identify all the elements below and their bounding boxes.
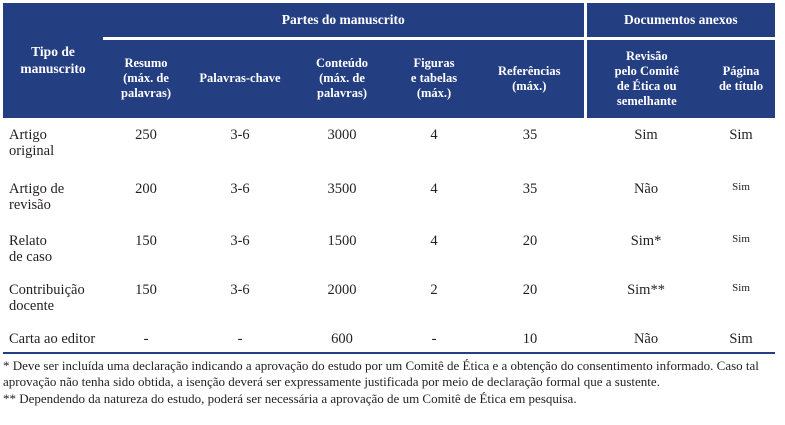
cell: 2000 xyxy=(327,282,357,298)
cell: 250 xyxy=(135,127,157,143)
column-header-revisao-comite-etica: Revisão pelo Comitê de Ética ou semelhan… xyxy=(583,38,708,118)
cell: - xyxy=(237,331,243,347)
group-header-row: Tipo de manuscrito Partes do manuscrito … xyxy=(3,3,776,118)
cell: 3000 xyxy=(327,127,357,143)
cell: 3-6 xyxy=(230,127,250,143)
row-label: Artigo original xyxy=(9,127,55,160)
cell: Sim* xyxy=(630,233,662,249)
table-row: Carta ao editor - - 600 - 10 Não Sim xyxy=(3,322,775,352)
cell: 3-6 xyxy=(230,282,250,298)
column-header-pagina-de-titulo: Página de título xyxy=(707,38,776,118)
column-header-referencias: Referências (máx.) xyxy=(475,38,586,118)
cell: 4 xyxy=(430,181,438,197)
row-label: Contribuição docente xyxy=(9,282,85,315)
cell: 35 xyxy=(522,127,538,143)
cell: Sim xyxy=(634,127,658,143)
footnotes: * Deve ser incluída uma declaração indic… xyxy=(3,352,775,407)
cell: 600 xyxy=(331,331,353,347)
cell: 10 xyxy=(522,331,538,347)
column-header-tipo-de-manuscrito: Tipo de manuscrito xyxy=(3,3,103,118)
row-label: Relato de caso xyxy=(9,233,53,266)
footnote-ethics-research: ** Dependendo da natureza do estudo, pod… xyxy=(3,390,577,406)
cell: 4 xyxy=(430,233,438,249)
row-label: Carta ao editor xyxy=(9,331,96,347)
cell: 3-6 xyxy=(230,233,250,249)
table-row: Contribuição docente 150 3-6 2000 2 20 Sim** Si… xyxy=(3,273,775,322)
cell: 2 xyxy=(430,282,438,298)
cell: Sim xyxy=(729,127,753,143)
cell: Sim xyxy=(729,331,753,347)
cell: 20 xyxy=(522,233,538,249)
cell: 3500 xyxy=(327,181,357,197)
cell: 4 xyxy=(430,127,438,143)
sub-header-row: Resumo (máx. de palavras) Palavras-chave… xyxy=(3,38,776,118)
cell: 20 xyxy=(522,282,538,298)
group-header-partes-do-manuscrito: Partes do manuscrito xyxy=(103,3,586,40)
table-header: Tipo de manuscrito Partes do manuscrito … xyxy=(3,3,776,118)
cell: 150 xyxy=(135,233,157,249)
footnote-ethics-declaration: * Deve ser incluída uma declaração indic… xyxy=(3,358,759,390)
cell: Não xyxy=(633,331,659,347)
cell: 150 xyxy=(135,282,157,298)
column-header-conteudo: Conteúdo (máx. de palavras) xyxy=(291,38,393,118)
table-row: Relato de caso 150 3-6 1500 4 20 Sim* Sim xyxy=(3,224,775,273)
row-label: Artigo de revisão xyxy=(9,181,65,214)
group-header-documentos-anexos: Documentos anexos xyxy=(583,3,776,40)
table-row: Artigo de revisão 200 3-6 3500 4 35 Não Sim xyxy=(3,172,775,224)
column-header-resumo: Resumo (máx. de palavras) xyxy=(103,38,189,118)
column-header-palavras-chave: Palavras-chave xyxy=(189,38,291,118)
column-header-figuras-e-tabelas: Figuras e tabelas (máx.) xyxy=(393,38,475,118)
cell: Sim xyxy=(732,282,750,294)
cell: Sim xyxy=(732,181,750,193)
cell: Sim xyxy=(732,233,750,245)
cell: 35 xyxy=(522,181,538,197)
cell: - xyxy=(431,331,437,347)
table-row: Artigo original 250 3-6 3000 4 35 Sim Sim xyxy=(3,118,775,172)
cell: 200 xyxy=(135,181,157,197)
cell: Sim** xyxy=(627,282,665,298)
cell: 3-6 xyxy=(230,181,250,197)
manuscript-guidelines-table: Tipo de manuscrito Partes do manuscrito … xyxy=(3,3,776,352)
cell: - xyxy=(143,331,149,347)
cell: Não xyxy=(633,181,659,197)
table-body: Artigo original 250 3-6 3000 4 35 Sim Sim Artigo… xyxy=(3,118,775,352)
cell: 1500 xyxy=(327,233,357,249)
